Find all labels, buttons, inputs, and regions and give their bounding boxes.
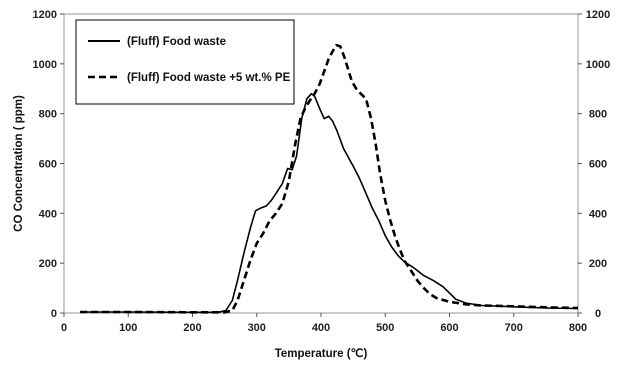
y-tick-label: 800 [39,109,57,121]
x-tick-label: 500 [376,322,394,334]
left-y-axis: 0 200 400 600 800 1000 1200 [33,9,64,320]
y2-tick-label: 200 [589,258,607,270]
y-axis-title: CO Concentration ( ppm) [13,95,25,232]
y2-tick-label: 600 [589,159,607,171]
series-layer [80,43,579,314]
legend-label-food-waste-pe: (Fluff) Food waste +5 wt.% PE [127,72,291,84]
x-tick-label: 200 [183,322,201,334]
x-tick-label: 700 [505,322,523,334]
y2-tick-label: 1000 [586,59,610,71]
x-axis: 0 100 200 300 400 500 600 700 800 [61,313,587,334]
y-tick-label: 200 [39,258,57,270]
y2-tick-label: 800 [589,109,607,121]
y-tick-label: 400 [39,208,57,220]
series-line-food-waste-pe [80,43,579,314]
legend-label-food-waste: (Fluff) Food waste [127,36,226,48]
y-tick-label: 1200 [33,9,57,21]
series-line-food-waste [80,92,579,314]
x-tick-label: 0 [61,322,67,334]
x-tick-label: 400 [312,322,330,334]
x-axis-title: Temperature (℃) [275,347,368,360]
x-tick-label: 800 [569,322,587,334]
y-tick-label: 600 [39,159,57,171]
y-tick-label: 0 [51,308,57,320]
legend: (Fluff) Food waste (Fluff) Food waste +5… [75,19,295,105]
x-tick-label: 100 [119,322,137,334]
y2-tick-label: 400 [589,208,607,220]
x-tick-label: 600 [440,322,458,334]
y-tick-label: 1000 [33,59,57,71]
y2-tick-label: 1200 [586,9,610,21]
right-y-axis: 0 200 400 600 800 1000 1200 [578,9,610,320]
y2-tick-label: 0 [595,308,601,320]
x-tick-label: 300 [248,322,266,334]
legend-box [75,19,295,105]
